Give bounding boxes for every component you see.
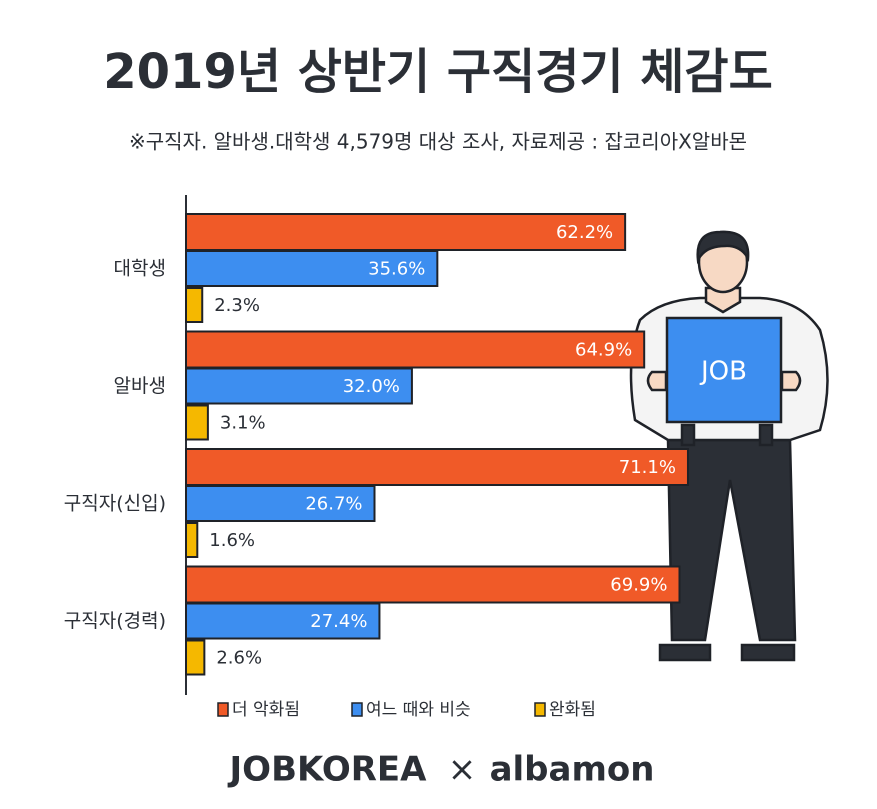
- y-tick-label: 대학생: [114, 258, 166, 280]
- legend-swatch: [534, 702, 546, 717]
- value-label: 2.3%: [214, 295, 260, 316]
- value-label: 27.4%: [310, 611, 367, 632]
- bar: [185, 485, 376, 522]
- chart-subtitle: ※구직자. 알바생.대학생 4,579명 대상 조사, 자료제공 : 잡코리아X…: [129, 130, 747, 154]
- legend-label: 더 악화됨: [232, 700, 300, 720]
- sign-text: JOB: [699, 357, 747, 387]
- value-label: 3.1%: [220, 413, 266, 434]
- bar: [185, 330, 646, 369]
- bar: [185, 404, 209, 441]
- value-label: 35.6%: [368, 259, 425, 280]
- legend-label: 완화됨: [549, 700, 596, 720]
- value-label: 69.9%: [610, 575, 667, 596]
- y-tick-label: 구직자(신입): [64, 493, 166, 515]
- bar: [185, 602, 381, 640]
- value-label: 32.0%: [343, 376, 400, 397]
- bar: [185, 565, 681, 604]
- bar: [185, 522, 199, 558]
- bar: [185, 287, 204, 323]
- value-label: 62.2%: [556, 222, 613, 243]
- value-label: 2.6%: [216, 648, 262, 669]
- value-label: 1.6%: [209, 530, 255, 551]
- value-label: 26.7%: [305, 494, 362, 515]
- y-tick-label: 구직자(경력): [64, 610, 166, 632]
- footer-right: albamon: [490, 750, 655, 790]
- value-label: 71.1%: [619, 457, 676, 478]
- bar: [185, 250, 439, 287]
- legend-swatch: [217, 702, 229, 717]
- legend-swatch: [351, 702, 363, 717]
- footer-separator: ×: [448, 750, 477, 790]
- bar: [185, 367, 413, 405]
- legend-label: 여느 때와 비슷: [366, 700, 471, 720]
- illustration: [629, 230, 829, 662]
- value-label: 64.9%: [575, 340, 632, 361]
- bar: [185, 639, 206, 676]
- footer-left: JOBKOREA: [228, 750, 428, 790]
- chart-title: 2019년 상반기 구직경기 체감도: [103, 44, 773, 100]
- y-tick-label: 알바생: [114, 375, 166, 397]
- bar: [185, 448, 689, 486]
